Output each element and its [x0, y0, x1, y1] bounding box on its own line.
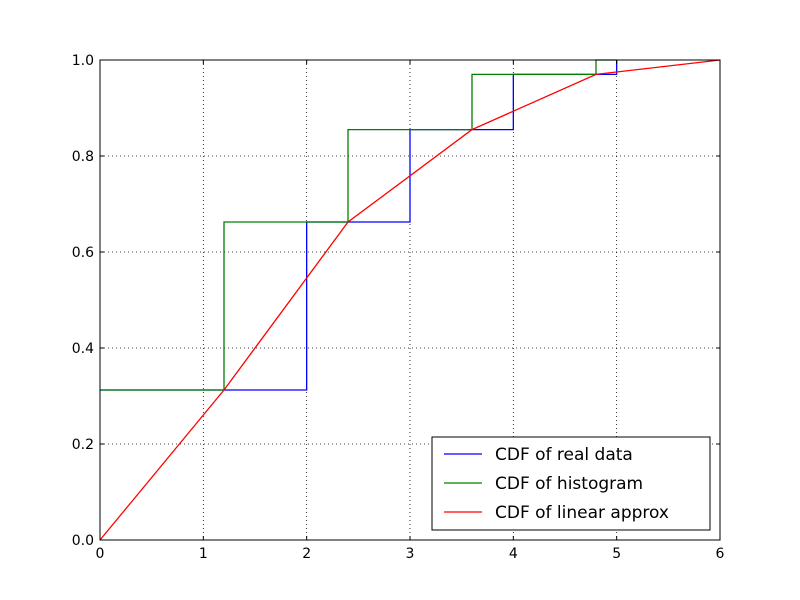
x-tick-label: 2: [302, 546, 311, 562]
y-tick-label: 0.4: [72, 341, 94, 357]
y-tick-label: 1.0: [72, 53, 94, 69]
legend-label: CDF of histogram: [495, 474, 643, 494]
y-tick-label: 0.2: [72, 437, 94, 453]
x-tick-label: 4: [509, 546, 518, 562]
x-tick-label: 0: [96, 546, 105, 562]
x-tick-label: 1: [199, 546, 208, 562]
x-tick-label: 5: [612, 546, 621, 562]
series-line-cdf-of-linear-approx: [99, 59, 721, 541]
series-lines: [99, 59, 721, 541]
y-tick-label: 0.8: [72, 149, 94, 165]
x-tick-label: 3: [406, 546, 415, 562]
x-tick-label: 6: [716, 546, 725, 562]
series-line-cdf-of-histogram: [100, 59, 617, 391]
y-tick-label: 0.0: [72, 533, 94, 549]
axis-ticks: 0 1 2 3 4 5 6 0.0 0.2 0.4 0.6 0.8 1.0: [72, 53, 725, 562]
legend: CDF of real data CDF of histogram CDF of l…: [431, 436, 711, 531]
y-tick-label: 0.6: [72, 245, 94, 261]
legend-label: CDF of linear approx: [495, 503, 669, 523]
legend-label: CDF of real data: [495, 445, 633, 465]
